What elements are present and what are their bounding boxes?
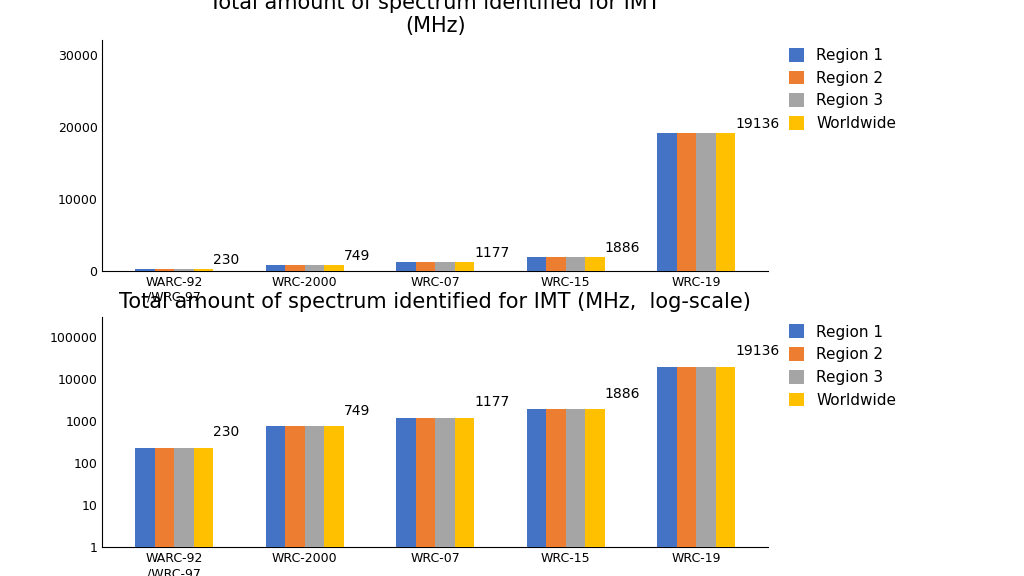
Text: 749: 749 [344, 404, 371, 418]
Bar [396, 262, 416, 271]
Bar [696, 367, 716, 576]
Bar [174, 448, 194, 576]
Text: 1886: 1886 [605, 241, 640, 255]
Bar [325, 266, 344, 271]
Text: 1177: 1177 [474, 246, 510, 260]
Bar [526, 410, 546, 576]
Bar [305, 426, 325, 576]
Text: 1177: 1177 [474, 396, 510, 410]
Bar [396, 418, 416, 576]
Bar [325, 426, 344, 576]
Bar [586, 257, 605, 271]
Bar [285, 266, 305, 271]
Bar [135, 448, 155, 576]
Bar [657, 367, 677, 576]
Bar [455, 262, 474, 271]
Bar [716, 133, 735, 271]
Bar [435, 418, 455, 576]
Bar [565, 257, 586, 271]
Bar [265, 266, 285, 271]
Legend: Region 1, Region 2, Region 3, Worldwide: Region 1, Region 2, Region 3, Worldwide [788, 324, 896, 408]
Text: 19136: 19136 [735, 344, 779, 358]
Text: 1886: 1886 [605, 387, 640, 401]
Bar [677, 133, 696, 271]
Bar [526, 257, 546, 271]
Bar [194, 448, 213, 576]
Bar [194, 269, 213, 271]
Bar [586, 410, 605, 576]
Bar [435, 262, 455, 271]
Title: Total amount of spectrum identified for IMT (MHz,  log-scale): Total amount of spectrum identified for … [119, 293, 752, 312]
Bar [265, 426, 285, 576]
Text: 230: 230 [213, 253, 240, 267]
Legend: Region 1, Region 2, Region 3, Worldwide: Region 1, Region 2, Region 3, Worldwide [788, 48, 896, 131]
Bar [546, 257, 565, 271]
Bar [455, 418, 474, 576]
Bar [135, 269, 155, 271]
Bar [716, 367, 735, 576]
Text: 19136: 19136 [735, 117, 779, 131]
Bar [416, 262, 435, 271]
Title: Total amount of spectrum identified for IMT
(MHz): Total amount of spectrum identified for … [210, 0, 660, 36]
Bar [677, 367, 696, 576]
Bar [696, 133, 716, 271]
Bar [416, 418, 435, 576]
Bar [546, 410, 565, 576]
Bar [155, 269, 174, 271]
Bar [155, 448, 174, 576]
Bar [305, 266, 325, 271]
Text: 230: 230 [213, 425, 240, 439]
Text: 749: 749 [344, 249, 371, 263]
Bar [285, 426, 305, 576]
Bar [174, 269, 194, 271]
Bar [657, 133, 677, 271]
Bar [565, 410, 586, 576]
